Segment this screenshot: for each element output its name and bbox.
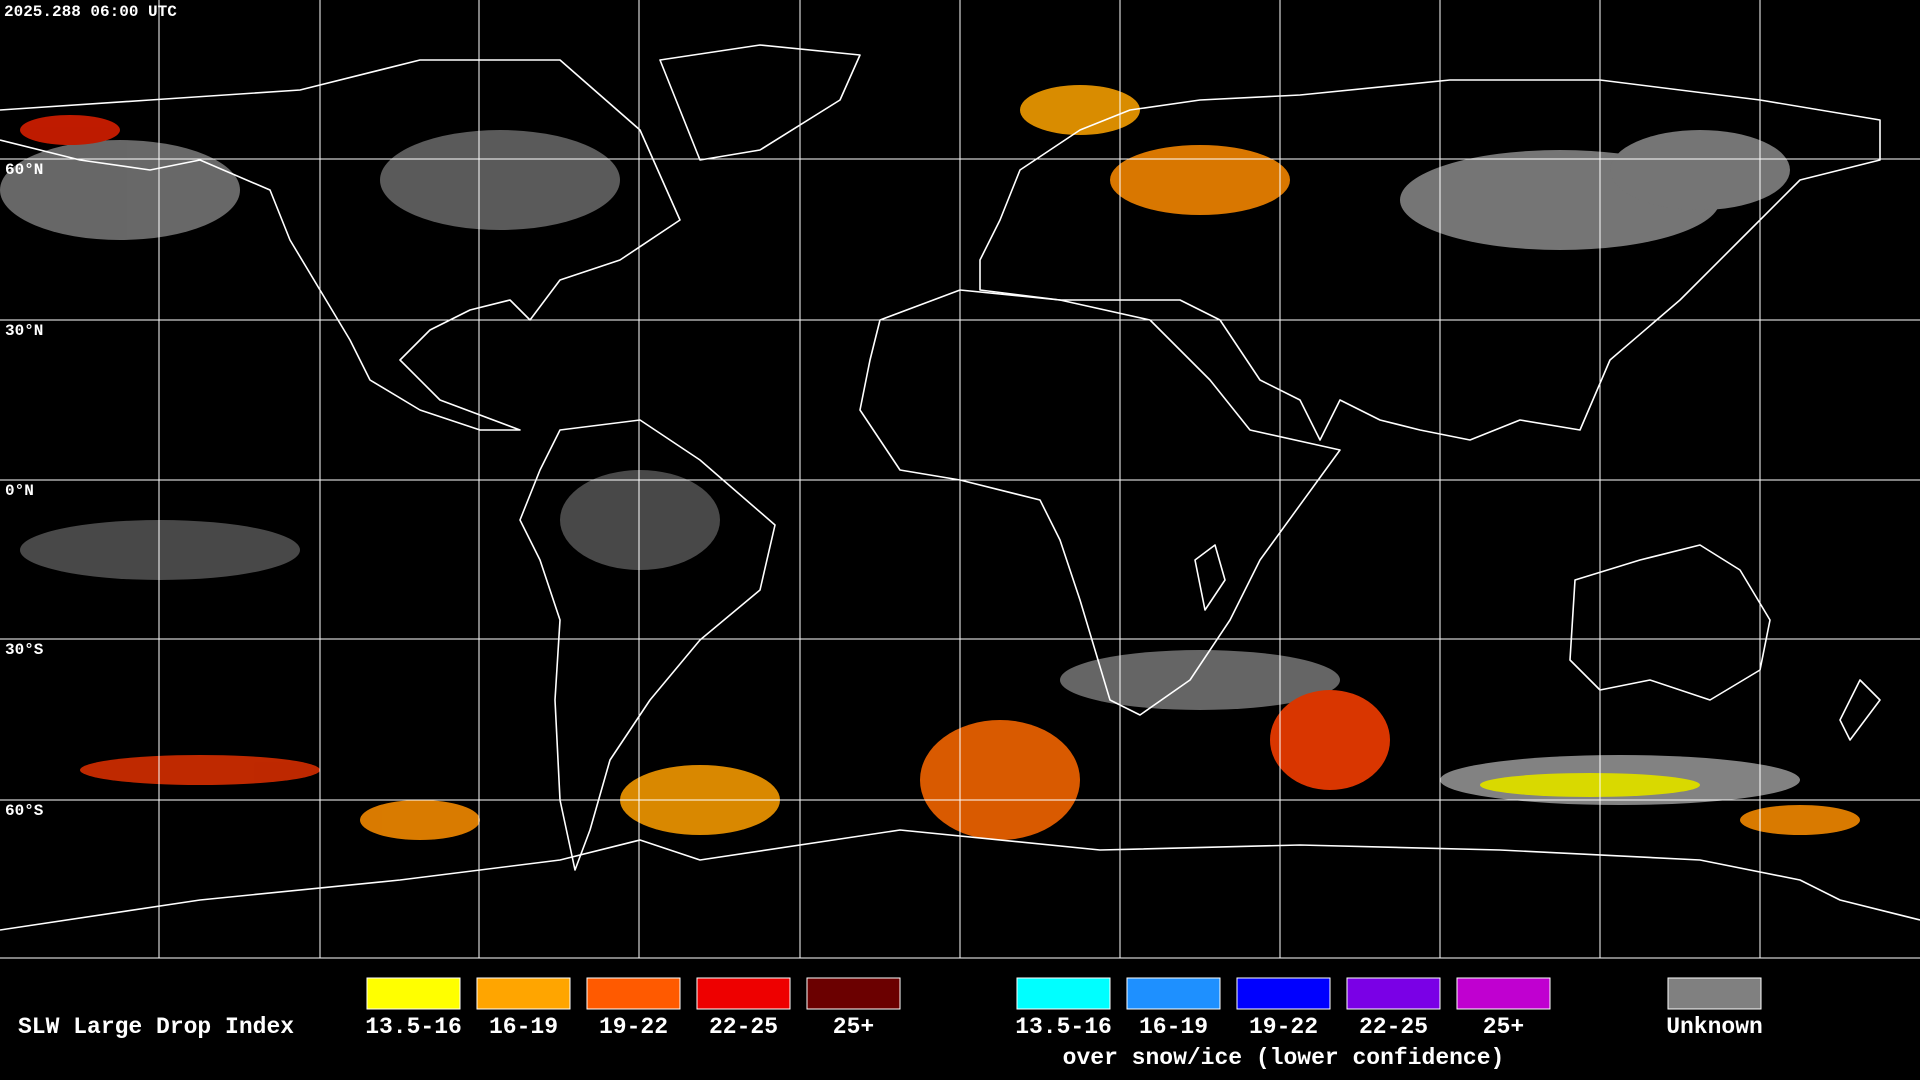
- legend-label: 16-19: [489, 1014, 558, 1040]
- timestamp: 2025.288 06:00 UTC: [4, 3, 177, 21]
- drop-area: [1270, 690, 1390, 790]
- lat-label: 60°N: [5, 161, 43, 179]
- drop-area: [920, 720, 1080, 840]
- lat-label: 0°N: [5, 482, 34, 500]
- legend-caption: over snow/ice (lower confidence): [1063, 1045, 1505, 1071]
- lat-label: 30°S: [5, 641, 44, 659]
- legend-swatch: [696, 977, 791, 1010]
- legend-label: 16-19: [1139, 1014, 1208, 1040]
- legend-swatch: [1236, 977, 1331, 1010]
- legend-label: 22-25: [709, 1014, 778, 1040]
- legend-swatch: [366, 977, 461, 1010]
- drop-area: [20, 115, 120, 145]
- lat-label: 60°S: [5, 802, 44, 820]
- drop-area: [80, 755, 320, 785]
- lat-label: 30°N: [5, 322, 43, 340]
- drop-area: [360, 800, 480, 840]
- legend-swatch: [806, 977, 901, 1010]
- legend-label: 19-22: [1249, 1014, 1318, 1040]
- legend-label: 13.5-16: [1015, 1014, 1112, 1040]
- legend-swatch: [1016, 977, 1111, 1010]
- cloud-area: [1610, 130, 1790, 210]
- legend-swatch: [1346, 977, 1441, 1010]
- cloud-area: [20, 520, 300, 580]
- legend-swatch: [1126, 977, 1221, 1010]
- cloud-area: [380, 130, 620, 230]
- legend-swatch: [476, 977, 571, 1010]
- legend-label: 25+: [1483, 1014, 1524, 1040]
- coast-north-america: [0, 59, 681, 431]
- legend-title: SLW Large Drop Index: [18, 1014, 294, 1040]
- legend-label: 22-25: [1359, 1014, 1428, 1040]
- coast-antarctica: [0, 829, 1920, 931]
- cloud-area: [0, 140, 240, 240]
- drop-area: [1020, 85, 1140, 135]
- lat-lon-grid: [0, 0, 1920, 958]
- cloud-area: [560, 470, 720, 570]
- legend-swatch: [1667, 977, 1762, 1010]
- cloud-area: [1060, 650, 1340, 710]
- cloud-fields: [0, 85, 1860, 840]
- legend-label: Unknown: [1666, 1014, 1763, 1040]
- drop-area: [1480, 773, 1700, 797]
- legend-label: 19-22: [599, 1014, 668, 1040]
- coast-new-zealand: [1839, 679, 1881, 741]
- legend-swatch: [586, 977, 681, 1010]
- coast-south-america: [519, 419, 776, 871]
- legend-swatch: [1456, 977, 1551, 1010]
- legend-label: 25+: [833, 1014, 874, 1040]
- coast-africa: [859, 289, 1341, 716]
- coast-madagascar: [1194, 544, 1226, 611]
- drop-area: [1740, 805, 1860, 835]
- drop-area: [1110, 145, 1290, 215]
- legend-label: 13.5-16: [365, 1014, 462, 1040]
